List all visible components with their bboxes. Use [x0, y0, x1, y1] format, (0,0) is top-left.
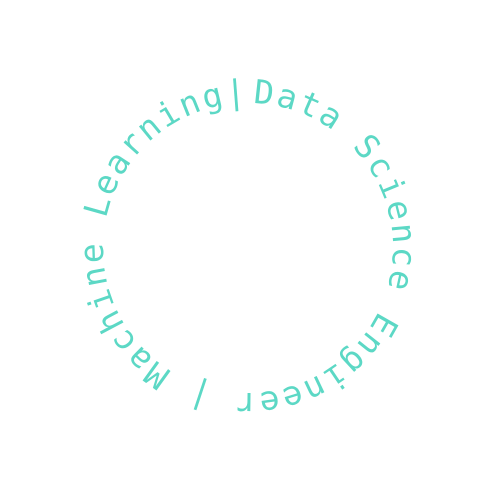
ring-text-path: Data Science Engineer | Machine Learning…	[72, 72, 424, 424]
ring-text: Data Science Engineer | Machine Learning…	[72, 72, 425, 424]
